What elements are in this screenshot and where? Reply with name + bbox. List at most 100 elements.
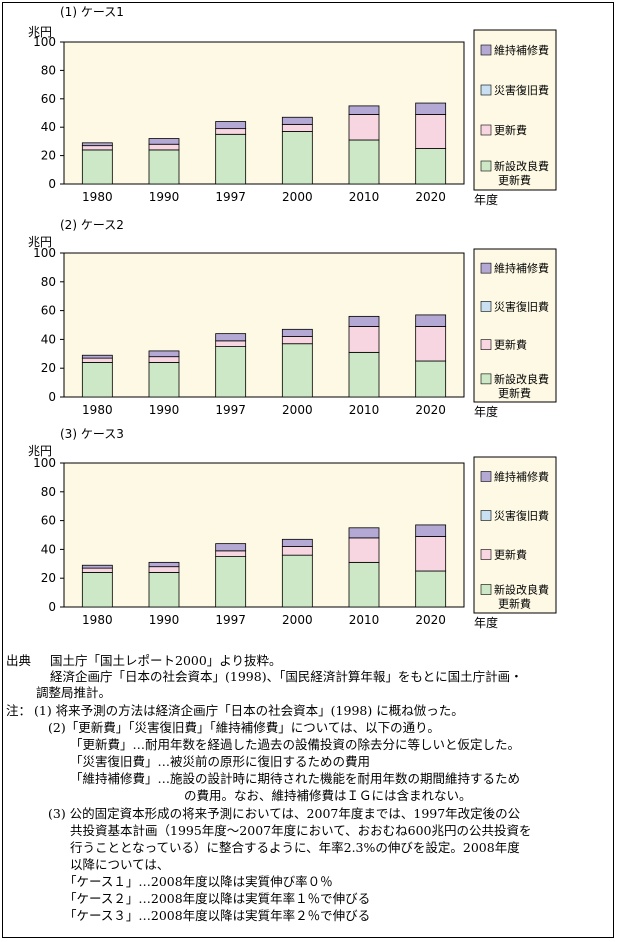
legend-label: 更新費 — [494, 123, 527, 137]
y-tick-label: 40 — [41, 542, 56, 556]
y-tick-label: 20 — [41, 149, 56, 163]
y-axis-unit: 兆円 — [28, 25, 52, 39]
x-tick-label: 1997 — [215, 190, 246, 204]
legend-swatch — [480, 373, 492, 385]
x-axis-label: 年度 — [474, 404, 498, 419]
bar-segment — [281, 131, 313, 185]
legend-swatch — [480, 471, 492, 482]
legend-swatch — [480, 510, 492, 521]
bar-segment — [215, 128, 247, 135]
y-tick-label: 0 — [48, 600, 56, 614]
legend-swatch — [480, 584, 492, 595]
x-tick-label: 2010 — [349, 613, 380, 627]
bar-segment — [148, 362, 180, 398]
bar-segment — [281, 343, 313, 398]
bar-segment — [81, 572, 113, 608]
y-tick-label: 60 — [41, 304, 56, 318]
bar-segment — [281, 546, 313, 556]
bar-segment — [148, 350, 180, 358]
x-tick-label: 2000 — [282, 190, 313, 204]
legend-swatch — [480, 262, 492, 274]
y-axis-unit: 兆円 — [28, 235, 52, 249]
bar-segment — [348, 315, 380, 327]
x-tick-label: 1990 — [149, 613, 180, 627]
chart-title: (3) ケース3 — [60, 427, 124, 441]
note-2: (2)「更新費」「災害復旧費」「維持補修費」については、以下の通り。 — [48, 720, 440, 735]
y-tick-label: 100 — [33, 456, 56, 470]
bar-segment — [81, 145, 113, 151]
bar-segment — [415, 326, 447, 362]
bar-segment — [215, 133, 247, 185]
y-tick-label: 0 — [48, 177, 56, 191]
y-tick-label: 0 — [48, 390, 56, 404]
plot-area — [63, 462, 465, 608]
bar-segment — [215, 550, 247, 558]
source-label: 出典 — [6, 653, 32, 668]
bar-segment — [148, 566, 180, 573]
bar-segment — [348, 326, 380, 353]
legend-swatch — [480, 301, 492, 312]
y-tick-label: 80 — [41, 63, 56, 77]
legend-label: 更新費 — [498, 597, 531, 611]
bar-segment — [415, 114, 447, 149]
bar-segment — [81, 567, 113, 573]
y-tick-label: 60 — [41, 92, 56, 106]
bar-segment — [81, 142, 113, 147]
y-tick-label: 60 — [41, 514, 56, 528]
note-label: 注： — [6, 703, 32, 718]
bar-segment — [215, 556, 247, 608]
bar-segment — [348, 561, 380, 608]
bar-segment — [148, 356, 180, 363]
y-tick-label: 100 — [33, 35, 56, 49]
bar-segment — [415, 314, 447, 327]
bar-segment — [148, 143, 180, 151]
y-tick-label: 20 — [41, 361, 56, 375]
bar-segment — [415, 524, 447, 537]
bar-segment — [215, 346, 247, 398]
x-tick-label: 2010 — [349, 403, 380, 417]
case-1-note: 「ケース１」…2008年度以降は実質伸び率０％ — [64, 874, 333, 889]
y-tick-label: 80 — [41, 485, 56, 499]
x-tick-label: 1980 — [82, 403, 113, 417]
note-3: (3) 公的固定資本形成の将来予測においては、2007年度までは、1997年改定… — [48, 806, 521, 821]
x-tick-label: 2020 — [415, 403, 446, 417]
legend-label: 維持補修費 — [494, 261, 549, 275]
bar-segment — [81, 362, 113, 398]
bar-segment — [348, 351, 380, 398]
case-3-note: 「ケース３」…2008年度以降は実質年率２％で伸びる — [64, 908, 371, 923]
bar-segment — [215, 340, 247, 347]
y-tick-label: 40 — [41, 120, 56, 134]
bar-segment — [215, 333, 247, 342]
bar-segment — [348, 527, 380, 539]
bar-segment — [81, 149, 113, 185]
note-2c: 「維持補修費」…施設の設計時に期待された機能を耐用年数の期間維持するため — [70, 771, 521, 786]
x-axis-label: 年度 — [474, 192, 498, 207]
bar-segment — [415, 148, 447, 185]
y-tick-label: 100 — [33, 246, 56, 260]
legend-label: 災害復旧費 — [494, 509, 549, 523]
bar-segment — [281, 336, 313, 345]
legend-swatch — [480, 339, 492, 350]
bar-segment — [148, 149, 180, 185]
legend-label: 災害復旧費 — [494, 299, 549, 313]
bar-segment — [415, 102, 447, 115]
x-tick-label: 1980 — [82, 190, 113, 204]
bar-segment — [415, 570, 447, 608]
legend-label: 維持補修費 — [494, 470, 549, 484]
bar-segment — [81, 564, 113, 569]
legend-swatch — [480, 44, 492, 56]
x-tick-label: 2020 — [415, 190, 446, 204]
bar-segment — [281, 554, 313, 608]
bar-segment — [415, 536, 447, 572]
x-tick-label: 1997 — [215, 613, 246, 627]
x-tick-label: 1990 — [149, 403, 180, 417]
chart-title: (1) ケース1 — [60, 5, 124, 19]
x-tick-label: 1980 — [82, 613, 113, 627]
note-3b: 行うこととなっている）に整合するように、年率2.3%の伸びを設定。2008年度 — [70, 840, 520, 855]
bar-segment — [348, 114, 380, 141]
y-tick-label: 20 — [41, 571, 56, 585]
plot-area — [63, 252, 465, 398]
x-tick-label: 2010 — [349, 190, 380, 204]
